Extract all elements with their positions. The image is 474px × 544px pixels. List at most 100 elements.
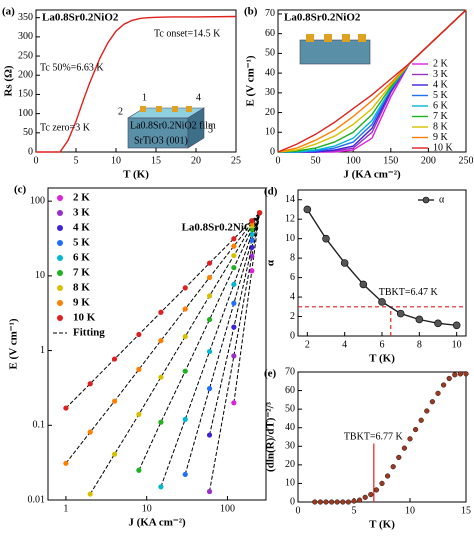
annotation: TBKT=6.77 K (344, 431, 404, 442)
panel-label: (a) (2, 6, 15, 18)
substrate-front (127, 117, 189, 149)
data-point (413, 426, 419, 433)
data-point (362, 494, 368, 500)
data-point (206, 316, 213, 323)
y-tick-label: 40 (285, 422, 295, 433)
data-point (463, 371, 469, 377)
x-tick-label: 5 (352, 505, 357, 516)
electrode (156, 106, 162, 112)
data-point (418, 417, 424, 423)
legend-marker (57, 300, 63, 306)
data-point (249, 218, 255, 224)
data-point (111, 398, 118, 404)
fit-line (184, 212, 261, 475)
data-point (206, 432, 213, 438)
electrode (324, 34, 332, 42)
data-point (334, 499, 340, 505)
data-point (231, 252, 237, 259)
x-axis-label: T (K) (123, 169, 149, 181)
x-tick-label: 15 (461, 505, 471, 516)
data-line (277, 9, 467, 153)
fit-line (138, 212, 261, 471)
data-line (36, 15, 237, 153)
y-tick-label: 0 (28, 146, 33, 157)
y-tick-label: 350 (18, 12, 33, 23)
data-point (158, 309, 164, 315)
electrode (140, 106, 146, 112)
x-tick-label: 50 (311, 155, 321, 166)
y-tick-label: 14 (285, 194, 295, 205)
annotation: TBKT=6.47 K (379, 287, 439, 298)
data-point (231, 400, 237, 406)
data-point (158, 374, 164, 380)
data-point (158, 484, 164, 490)
y-tick-label: 6 (290, 272, 295, 283)
y-tick-label: 30 (265, 87, 275, 98)
data-point (136, 411, 142, 417)
data-point (182, 368, 188, 374)
data-point (249, 253, 255, 259)
data-point (452, 321, 461, 330)
x-axis-label: T (K) (369, 353, 395, 365)
data-point (182, 471, 188, 478)
data-point (303, 205, 312, 214)
y-tick-label: 100 (18, 108, 33, 119)
data-point (206, 348, 213, 355)
x-tick-label: 20 (191, 155, 201, 166)
plot-frame (297, 189, 467, 337)
data-point (379, 480, 385, 487)
y-tick-label: 0 (290, 496, 295, 507)
data-point (231, 300, 237, 306)
legend-marker (57, 210, 63, 216)
inset-label: SrTiO3 (001) (134, 135, 188, 146)
data-point (136, 467, 142, 473)
x-tick-label: 100 (220, 503, 235, 514)
data-point (396, 454, 402, 461)
x-tick-label: 150 (383, 155, 398, 166)
y-tick-label: 50 (265, 48, 275, 59)
substrate-side (187, 107, 205, 149)
data-point (136, 331, 142, 338)
y-tick-label: 250 (18, 50, 33, 61)
y-axis-label: E (V cm⁻¹) (8, 318, 20, 369)
x-tick-label: 0 (296, 505, 301, 516)
data-point (87, 491, 93, 497)
x-tick-label: 8 (417, 339, 422, 350)
x-axis-label: J (KA cm⁻²) (343, 169, 401, 181)
data-point (457, 371, 464, 377)
data-point (373, 487, 380, 493)
fit-line (209, 212, 261, 436)
data-point (415, 315, 424, 324)
inset-device-b (299, 34, 371, 65)
panel-label: (d) (264, 186, 278, 198)
x-tick-label: 250 (459, 155, 474, 166)
data-point (231, 353, 237, 359)
electrode (172, 106, 178, 112)
y-tick-label: 12 (285, 213, 295, 224)
data-point (231, 281, 237, 287)
data-point (424, 408, 430, 414)
data-line (306, 209, 457, 326)
data-point (249, 268, 255, 274)
data-point (249, 237, 255, 243)
y-axis-label: (dln(R)/dT)⁻²/³ (265, 401, 277, 472)
x-tick-label: 4 (342, 339, 347, 350)
y-tick-label: 30 (285, 441, 295, 452)
x-tick-label: 100 (346, 155, 361, 166)
x-tick-label: 25 (231, 155, 241, 166)
x-tick-label: 0 (276, 155, 281, 166)
legend-label: 4 K (73, 222, 90, 234)
data-point (446, 375, 452, 382)
x-tick-label: 10 (142, 503, 152, 514)
data-point (63, 460, 69, 466)
electrode (306, 34, 314, 42)
legend-label: 10 K (73, 312, 96, 324)
plot-frame (277, 9, 467, 153)
y-tick-label: 300 (18, 31, 33, 42)
y-tick-label: 4 (290, 291, 295, 302)
data-point (329, 499, 335, 505)
panel-label: (b) (244, 6, 258, 18)
legend-label: 3 K (73, 207, 90, 219)
data-point (401, 445, 408, 451)
data-point (206, 293, 213, 299)
